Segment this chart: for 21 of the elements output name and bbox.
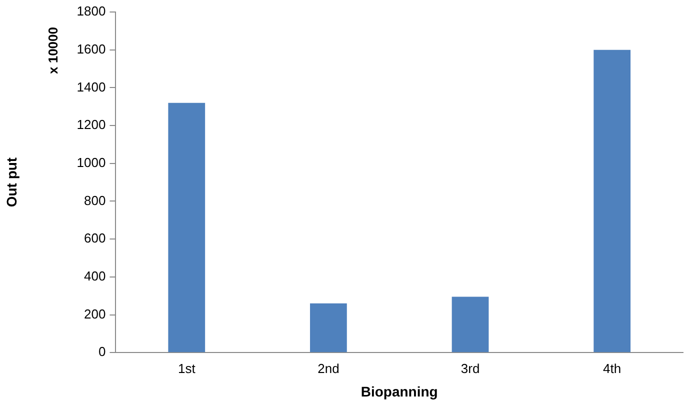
y-tick-label: 1000 <box>76 154 106 170</box>
y-tick-label: 1600 <box>76 41 106 56</box>
bar <box>310 303 347 352</box>
bar <box>168 102 206 352</box>
x-tick-label: 2nd <box>318 360 340 376</box>
y-tick-label: 800 <box>84 192 106 208</box>
y-tick-label: 0 <box>98 344 106 360</box>
bar <box>452 296 489 352</box>
x-tick-label: 4th <box>603 360 622 376</box>
y-axis-title: Out put <box>3 157 20 208</box>
text: x 10000 <box>45 27 60 74</box>
x-tick-label: 1st <box>178 360 196 376</box>
y-tick-label: 400 <box>84 268 106 284</box>
x-tick-label: 3rd <box>460 360 480 376</box>
y-tick-label: 1400 <box>76 79 106 94</box>
x-axis-title: Biopanning <box>360 383 438 400</box>
bar <box>594 50 631 352</box>
y-tick-label: 600 <box>84 230 106 246</box>
y-tick-label: 200 <box>84 306 106 322</box>
y-tick-label: 1800 <box>76 4 106 19</box>
y-tick-label: 1200 <box>76 117 106 132</box>
